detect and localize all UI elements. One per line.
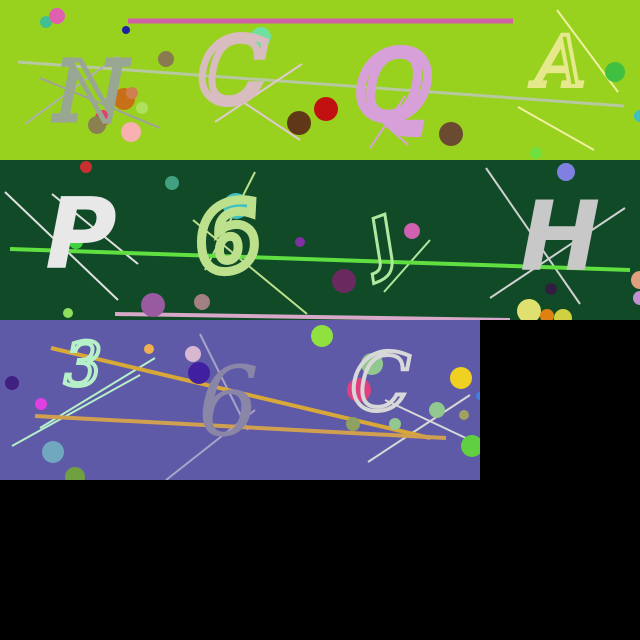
tile-1-glyphs: N C Q A	[51, 16, 588, 145]
bold-h-glyph: H	[520, 181, 600, 293]
serif-6-glyph: 6	[198, 346, 259, 458]
bold-6-glyph: 6	[189, 181, 267, 296]
tile-2-noise	[4, 161, 640, 320]
curly-c-glyph: C	[350, 336, 411, 429]
tile-1-noise	[17, 8, 640, 159]
tile-2-glyphs: P 6 J H	[45, 176, 600, 300]
curly-3-glyph: 3	[64, 330, 102, 400]
bold-p-glyph: P	[45, 178, 117, 292]
tile-3-noise	[5, 325, 480, 480]
curly-a-glyph: A	[529, 21, 586, 103]
captcha-tile-1: N C Q A	[0, 0, 640, 160]
captcha-tile-3: 3 6 C	[0, 320, 480, 480]
curly-q-glyph: Q	[355, 33, 430, 140]
outline-j-glyph: J	[348, 202, 408, 287]
curly-c-glyph: C	[198, 19, 267, 124]
tile-3-glyphs: 3 6 C	[62, 328, 413, 458]
curly-n-glyph: N	[53, 45, 130, 140]
captcha-tile-2: P 6 J H	[0, 160, 640, 320]
